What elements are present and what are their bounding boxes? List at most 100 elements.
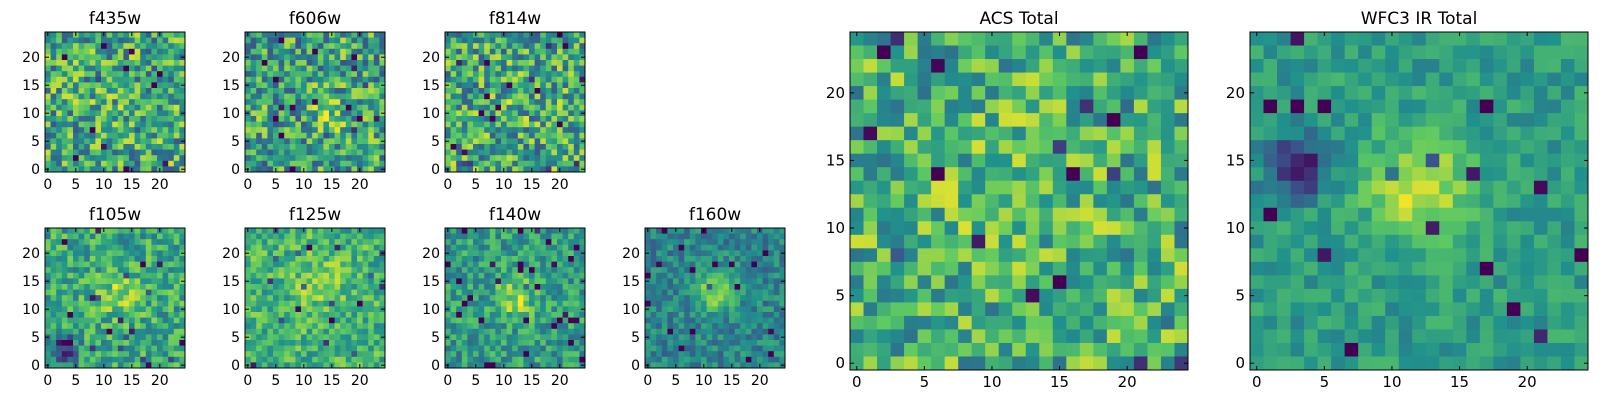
heatmap-cell <box>95 88 102 94</box>
heatmap-cell <box>267 334 274 341</box>
heatmap-cell <box>129 116 135 122</box>
heatmap-cell <box>773 278 780 285</box>
heatmap-cell <box>261 250 268 257</box>
heatmap-cell <box>534 295 541 302</box>
heatmap-cell <box>445 160 451 167</box>
heatmap-cell <box>573 284 580 290</box>
heatmap-cell <box>495 82 502 89</box>
heatmap-cell <box>740 306 747 313</box>
heatmap-cell <box>329 250 335 257</box>
heatmap-cell <box>1025 59 1040 73</box>
heatmap-cell <box>89 323 96 330</box>
heatmap-cell <box>557 351 563 358</box>
heatmap-cell <box>971 99 986 114</box>
heatmap-cell <box>157 340 163 346</box>
heatmap-cell <box>334 289 341 296</box>
heatmap-cell <box>284 244 291 251</box>
heatmap-cell <box>661 340 668 346</box>
heatmap-cell <box>650 250 657 257</box>
heatmap-cell <box>323 54 330 61</box>
heatmap-cell <box>506 71 513 78</box>
x-tick-label: 15 <box>123 177 141 193</box>
heatmap-cell <box>512 76 519 83</box>
heatmap-cell <box>84 289 91 296</box>
y-tick-label: 0 <box>31 162 40 178</box>
heatmap-cell <box>340 160 347 167</box>
heatmap-cell <box>261 233 268 240</box>
heatmap-cell <box>495 121 502 128</box>
heatmap-cell <box>312 71 319 78</box>
heatmap-cell <box>450 76 457 83</box>
heatmap-cell <box>340 239 347 246</box>
heatmap-cell <box>340 127 347 134</box>
heatmap-cell <box>123 289 130 296</box>
heatmap-cell <box>562 362 569 369</box>
heatmap-cell <box>278 317 285 324</box>
heatmap-cell <box>168 149 175 156</box>
heatmap-cell <box>101 306 107 313</box>
heatmap-cell <box>562 116 569 122</box>
heatmap-cell <box>568 155 575 162</box>
heatmap-cell <box>250 166 257 173</box>
heatmap-cell <box>706 317 713 324</box>
heatmap-cell <box>357 60 363 66</box>
heatmap-cell <box>523 93 530 100</box>
heatmap-cells <box>45 228 186 369</box>
heatmap-cell <box>545 345 552 352</box>
heatmap-cell <box>562 295 569 302</box>
heatmap-cell <box>256 228 263 234</box>
heatmap-cell <box>762 328 769 335</box>
heatmap-cell <box>117 261 124 268</box>
heatmap-cell <box>162 295 169 302</box>
heatmap-cell <box>84 362 91 369</box>
heatmap-cell <box>329 54 335 61</box>
heatmap-cell <box>517 284 524 290</box>
heatmap-cell <box>157 138 163 145</box>
heatmap-cell <box>134 323 141 330</box>
heatmap-cell <box>323 65 330 72</box>
heatmap-cell <box>301 334 307 341</box>
heatmap-cell <box>112 267 119 274</box>
heatmap-cell <box>306 37 313 44</box>
heatmap-cell <box>134 160 141 167</box>
heatmap-cell <box>445 76 451 83</box>
heatmap-cell <box>551 356 558 363</box>
heatmap-cell <box>323 76 330 83</box>
heatmap-cell <box>78 127 85 134</box>
heatmap-cell <box>340 43 347 50</box>
heatmap-cell <box>723 312 730 318</box>
heatmap-cell <box>351 48 358 55</box>
heatmap-cell <box>278 32 285 38</box>
heatmap-cell <box>667 295 674 302</box>
heatmap-cell <box>495 261 502 268</box>
heatmap-cell <box>157 278 163 285</box>
heatmap-cell <box>712 239 719 246</box>
heatmap-cell <box>456 250 463 257</box>
heatmap-cell <box>61 228 68 234</box>
heatmap-cell <box>467 60 474 66</box>
heatmap-cell <box>740 250 747 257</box>
heatmap-cell <box>95 60 102 66</box>
heatmap-cell <box>67 76 74 83</box>
heatmap-cell <box>695 345 702 352</box>
heatmap-cell <box>89 132 96 139</box>
heatmap-cell <box>568 278 575 285</box>
heatmap-cell <box>562 43 569 50</box>
heatmap-cell <box>971 221 986 236</box>
heatmap-cell <box>557 300 563 307</box>
heatmap-cell <box>157 37 163 44</box>
heatmap-cell <box>757 334 763 341</box>
heatmap-cell <box>129 267 135 274</box>
heatmap-cell <box>734 317 741 324</box>
heatmap-cell <box>89 138 96 145</box>
heatmap-cell <box>173 32 180 38</box>
heatmap-cell <box>850 153 864 168</box>
heatmap-cell <box>456 272 463 279</box>
heatmap-cell <box>245 65 251 72</box>
heatmap-cell <box>67 340 74 346</box>
heatmap-cell <box>373 110 380 117</box>
heatmap-cell <box>557 278 563 285</box>
heatmap-cell <box>345 166 352 173</box>
heatmap-cell <box>495 138 502 145</box>
